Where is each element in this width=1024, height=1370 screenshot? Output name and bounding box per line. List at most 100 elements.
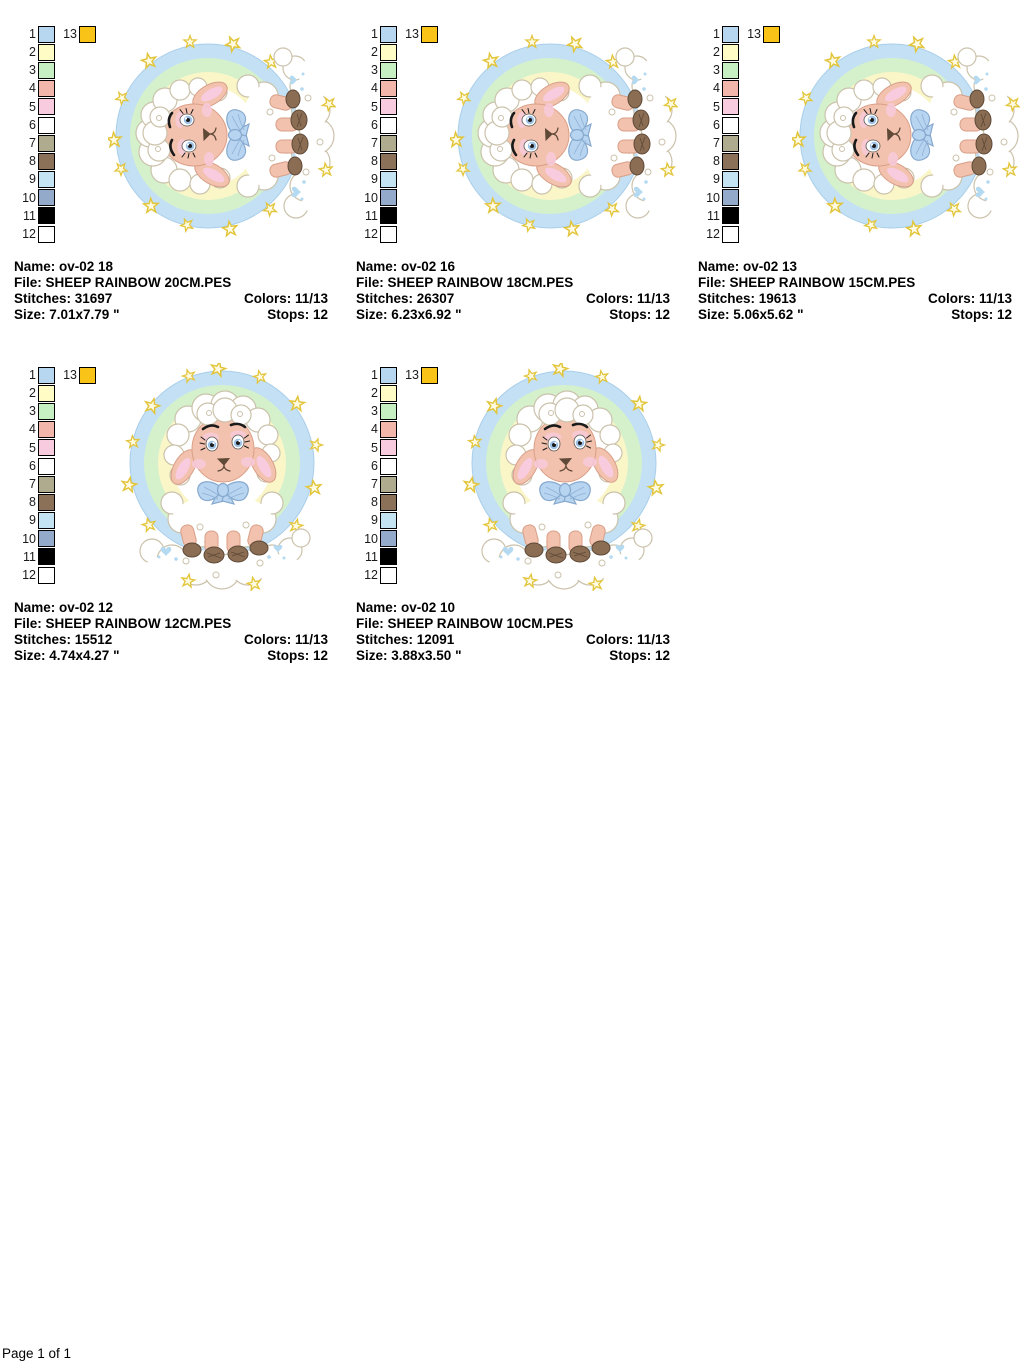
forelock-wool [484,106,513,162]
thread-number-label: 13 [405,367,419,382]
design-file: File: SHEEP RAINBOW 15CM.PES [698,275,916,290]
design-name: Name: ov-02 16 [356,259,456,274]
thread-number-label: 2 [371,45,378,60]
design-size: Size: 6.23x6.92 " [356,307,462,322]
design-size: Size: 5.06x5.62 " [698,307,804,322]
thread-number-label: 9 [713,172,720,187]
design-file: File: SHEEP RAINBOW 20CM.PES [14,275,232,290]
thread-number-label: 6 [371,117,378,132]
thread-color-swatch [722,152,739,170]
palette-row: 4 [14,80,96,98]
cloud-hearts [973,72,990,201]
design-stitches: Stitches: 12091 [356,632,455,647]
thread-color-swatch [380,384,397,402]
hooves [627,89,651,176]
design-info: Name: ov-02 18 File: SHEEP RAINBOW 20CM.… [14,259,328,323]
thread-color-swatch [722,61,739,79]
ears [512,447,619,485]
thread-number-label: 12 [22,567,36,582]
design-colors: Colors: 11/13 [585,632,670,647]
thread-number-label: 13 [405,26,419,41]
thread-number-label: 9 [29,172,36,187]
palette-row: 8 [14,493,96,511]
thread-color-swatch [380,530,397,548]
sheep [819,74,993,198]
thread-number-label: 10 [706,190,720,205]
page-number: Page 1 of 1 [2,1346,72,1361]
thread-number-label: 1 [371,367,378,382]
thread-color-swatch [38,475,55,493]
thread-number-label: 9 [371,172,378,187]
palette-row: 7 [14,475,96,493]
sheep-rainbow-embroidery-graphic [462,363,667,591]
thread-color-swatch [722,116,739,134]
thread-color-swatch [380,116,397,134]
palette-row: 3 [14,402,96,420]
palette-row: 8 [356,152,438,170]
design-name: Name: ov-02 13 [698,259,798,274]
thread-color-swatch [38,134,55,152]
palette-row: 9 [356,171,438,189]
thread-number-label: 2 [29,45,36,60]
design-stops: Stops: 12 [609,307,670,322]
thread-number-label: 8 [713,154,720,169]
thread-number-label: 5 [713,99,720,114]
thread-number-label: 8 [29,495,36,510]
thread-number-label: 11 [707,208,720,223]
thread-number-label: 10 [22,190,36,205]
palette-row: 5 [14,439,96,457]
palette-row: 11 [356,207,438,225]
thread-number-label: 9 [371,513,378,528]
design-name: Name: ov-02 18 [14,259,114,274]
cloud-hearts [157,544,286,561]
palette-row: 3 [356,61,438,79]
palette-row: 11 [698,207,780,225]
wool-curls [497,94,666,176]
design-stops: Stops: 12 [609,648,670,663]
thread-color-swatch [380,25,397,43]
thread-color-swatch [380,80,397,98]
cloud-hearts [289,72,306,201]
design-preview [450,20,678,252]
design-file: File: SHEEP RAINBOW 10CM.PES [356,616,574,631]
palette-row: 12 [356,225,438,243]
design-panel: 1 13 2 3 4 5 6 7 8 9 [356,20,678,325]
thread-number-label: 3 [371,63,378,78]
palette-row: 10 [356,530,438,548]
palette-row: 8 [356,493,438,511]
thread-number-label: 8 [371,495,378,510]
thread-color-palette: 1 13 2 3 4 5 6 7 8 9 [14,366,96,584]
thread-color-swatch [38,512,55,530]
palette-row: 12 [14,225,96,243]
thread-number-label: 1 [29,26,36,41]
thread-color-swatch [38,493,55,511]
thread-number-label: 4 [713,81,720,96]
palette-row: 1 13 [14,25,96,43]
thread-color-swatch [380,548,397,566]
thread-color-swatch [38,402,55,420]
palette-row: 7 [356,134,438,152]
palette-row: 11 [356,548,438,566]
palette-row: 6 [14,457,96,475]
cloud [139,528,311,590]
thread-number-label: 11 [365,208,378,223]
design-file: File: SHEEP RAINBOW 12CM.PES [14,616,232,631]
legs [180,524,264,554]
palette-row: 6 [356,457,438,475]
cloud [615,47,677,219]
design-colors: Colors: 11/13 [243,291,328,306]
thread-color-swatch [38,116,55,134]
design-colors: Colors: 11/13 [243,632,328,647]
thread-color-palette: 1 13 2 3 4 5 6 7 8 9 [356,25,438,243]
bow [197,481,249,505]
thread-color-swatch [38,207,55,225]
hoof-stitch-lines [980,112,988,152]
thread-color-swatch [380,402,397,420]
design-panel: 1 13 2 3 4 5 6 7 8 9 [356,361,672,666]
bow [539,481,591,505]
face-details [851,103,901,166]
design-stitches: Stitches: 26307 [356,291,455,306]
thread-number-label: 3 [29,404,36,419]
palette-row: 8 [14,152,96,170]
forelock-wool [142,106,171,162]
